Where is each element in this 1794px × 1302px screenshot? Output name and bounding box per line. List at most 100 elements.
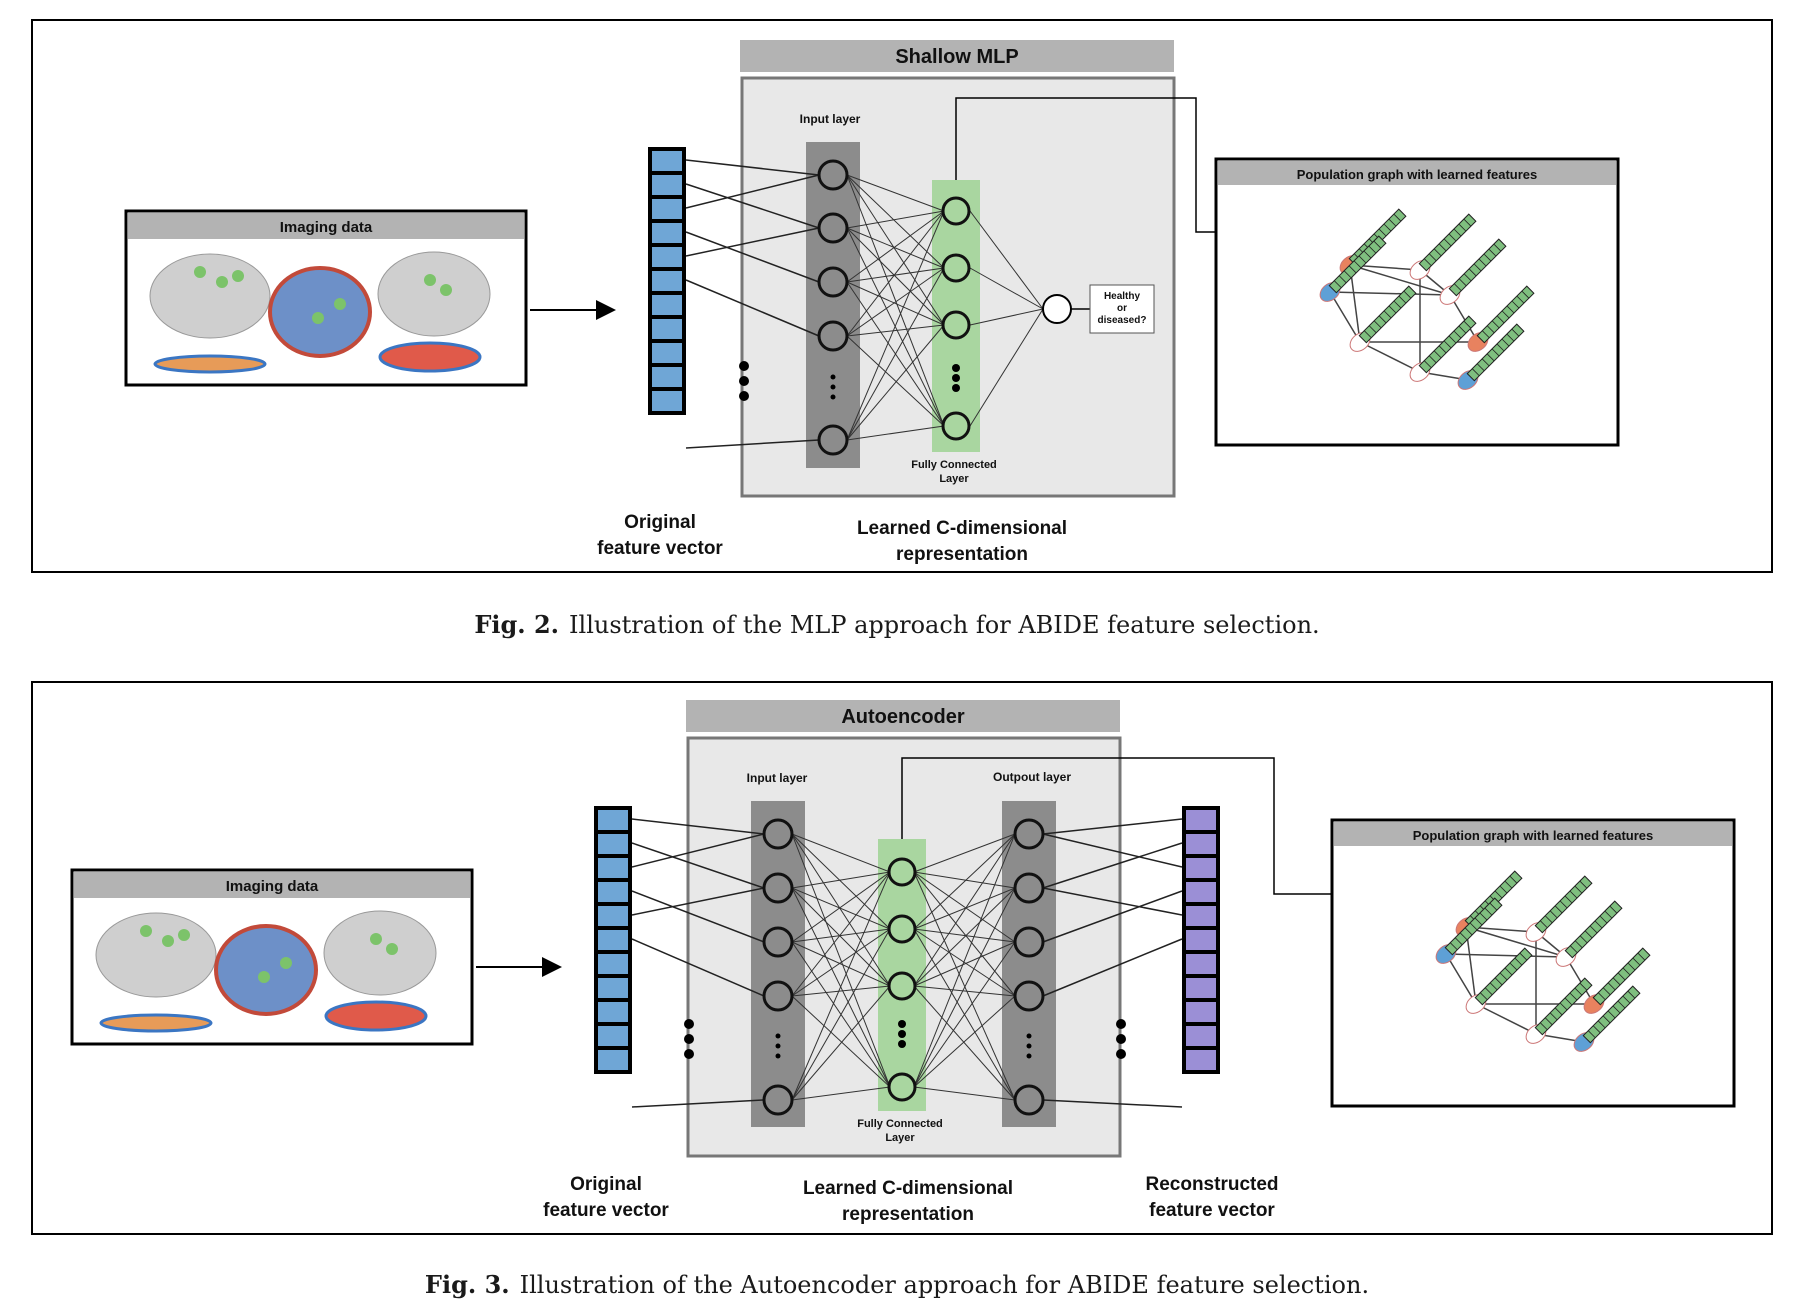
input-to-fc-link bbox=[846, 281, 945, 326]
vector-to-input-link bbox=[685, 439, 820, 449]
vector-to-input-link-3 bbox=[631, 842, 765, 889]
vector-to-input-link bbox=[685, 279, 820, 337]
graph3-bar-tick bbox=[1584, 930, 1593, 939]
graph2-bar-tick bbox=[1458, 278, 1467, 287]
reconstructed-cell-cell bbox=[1186, 858, 1216, 878]
output-node-3 bbox=[1013, 818, 1045, 850]
feature-cell-3-cell bbox=[598, 906, 628, 926]
graph3-edge bbox=[1445, 953, 1567, 958]
input-to-fc-link-3 bbox=[791, 871, 891, 997]
graph3-bar-tick bbox=[1574, 885, 1583, 894]
graph3-bar-tick bbox=[1449, 942, 1458, 951]
graph2-bar-tick bbox=[1468, 268, 1477, 277]
graph2-bar-tick bbox=[1388, 218, 1397, 227]
fc-node-3 bbox=[887, 1072, 917, 1102]
output-node-3 bbox=[1013, 980, 1045, 1012]
feature-cell-3-cell bbox=[598, 930, 628, 950]
mlp-title: Shallow MLP bbox=[895, 46, 1018, 68]
graph2-feature-bar bbox=[1476, 285, 1535, 344]
fc-to-output-link-3 bbox=[913, 871, 1016, 1101]
graph3-bar-tick bbox=[1479, 912, 1488, 921]
graph2-bar-tick bbox=[1488, 248, 1497, 257]
graph2-bar-tick bbox=[1493, 243, 1502, 252]
graph2-edge bbox=[1329, 291, 1451, 296]
graph3-bar-tick bbox=[1569, 945, 1578, 954]
figure-3-caption-text: Illustration of the Autoencoder approach… bbox=[519, 1271, 1370, 1299]
graph2-bar-tick bbox=[1428, 253, 1437, 262]
graph2-bar-tick bbox=[1378, 315, 1387, 324]
graph3-bar-tick bbox=[1484, 987, 1493, 996]
graph3-bar-tick bbox=[1617, 972, 1626, 981]
imaging-data-title-3: Imaging data bbox=[226, 878, 319, 895]
graph3-bar-tick bbox=[1519, 952, 1528, 961]
feature-cell-3-cell bbox=[598, 978, 628, 998]
graph2-bar-tick bbox=[1383, 223, 1392, 232]
graph2-feature-bar bbox=[1448, 238, 1507, 297]
graph3-feature-bar bbox=[1564, 900, 1623, 959]
graph2-feature-bar bbox=[1418, 213, 1477, 272]
input-node bbox=[817, 424, 849, 456]
graph3-bar-tick bbox=[1514, 957, 1523, 966]
graph3-edge bbox=[1565, 956, 1595, 1005]
fc-to-output-link bbox=[969, 308, 1044, 427]
input-to-fc-link bbox=[846, 174, 945, 269]
input-to-fc-link bbox=[846, 267, 945, 283]
graph3-bar-tick bbox=[1609, 905, 1618, 914]
imaging-data-box: Imaging data bbox=[124, 209, 528, 387]
graph3-bar-tick bbox=[1602, 1015, 1611, 1024]
graph3-bar-tick bbox=[1574, 987, 1583, 996]
output-node bbox=[1042, 294, 1072, 324]
graph3-bar-tick bbox=[1499, 885, 1508, 894]
figure-3-caption: Fig. 3. Illustration of the Autoencoder a… bbox=[0, 1270, 1794, 1299]
fc-layer-label-2: Layer bbox=[939, 473, 969, 485]
graph2-bar-tick bbox=[1486, 325, 1495, 334]
graph3-bar-tick bbox=[1569, 992, 1578, 1001]
graph2-bar-tick bbox=[1363, 330, 1372, 339]
graph3-bar-tick bbox=[1459, 932, 1468, 941]
graph2-bar-tick bbox=[1496, 315, 1505, 324]
feature-cell-cell bbox=[652, 391, 682, 411]
vector-to-input-link bbox=[685, 183, 820, 229]
fc-layer-column-3 bbox=[878, 839, 926, 1111]
input-to-fc-link-3 bbox=[791, 887, 891, 930]
graph3-bar-tick bbox=[1554, 905, 1563, 914]
reconstructed-cell-cell bbox=[1186, 834, 1216, 854]
fc-to-output-link-3 bbox=[913, 928, 1016, 943]
fc-layer-label-3a: Fully Connected bbox=[857, 1118, 943, 1130]
graph2-bar-tick bbox=[1373, 240, 1382, 249]
graph3-bar-tick bbox=[1489, 982, 1498, 991]
graph2-bar-tick bbox=[1478, 258, 1487, 267]
input-to-fc-link-3 bbox=[791, 985, 891, 1101]
fc-to-output-link-3 bbox=[913, 887, 1016, 1088]
output-to-vector-link bbox=[1042, 818, 1183, 835]
input-to-fc-link bbox=[846, 210, 945, 441]
output-node-3 bbox=[1013, 872, 1045, 904]
graph3-bar-tick bbox=[1559, 900, 1568, 909]
graph2-feature-bar bbox=[1358, 285, 1417, 344]
graph2-bar-tick bbox=[1463, 218, 1472, 227]
input-to-fc-link-3 bbox=[791, 871, 891, 943]
graph3-bar-tick bbox=[1494, 890, 1503, 899]
graph3-feature-bar bbox=[1592, 947, 1651, 1006]
output-to-vector-link bbox=[1042, 1099, 1183, 1108]
input-layer-dots bbox=[830, 374, 836, 400]
autoencoder-title: Autoencoder bbox=[841, 706, 965, 728]
input-to-fc-link-3 bbox=[791, 833, 891, 987]
fc-to-output-link-3 bbox=[913, 871, 1016, 943]
fc-layer-nodes-3 bbox=[887, 857, 917, 1102]
graph2-bar-tick bbox=[1463, 320, 1472, 329]
graph3-bar-tick bbox=[1579, 880, 1588, 889]
layer-dots-3 bbox=[775, 1020, 1032, 1059]
feature-cell-3-cell bbox=[598, 882, 628, 902]
output-layer-nodes-3 bbox=[1013, 818, 1045, 1116]
graph3-bar-tick bbox=[1607, 1010, 1616, 1019]
figure-2-caption-label: Fig. 2. bbox=[474, 610, 560, 639]
graph2-bar-tick bbox=[1491, 348, 1500, 357]
fc-node-3 bbox=[887, 914, 917, 944]
input-to-fc-link-3 bbox=[791, 887, 891, 987]
graph3-bar-tick bbox=[1549, 910, 1558, 919]
feature-cell-cell bbox=[652, 247, 682, 267]
input-to-fc-link-3 bbox=[791, 928, 891, 1101]
input-to-fc-link-3 bbox=[791, 833, 891, 873]
